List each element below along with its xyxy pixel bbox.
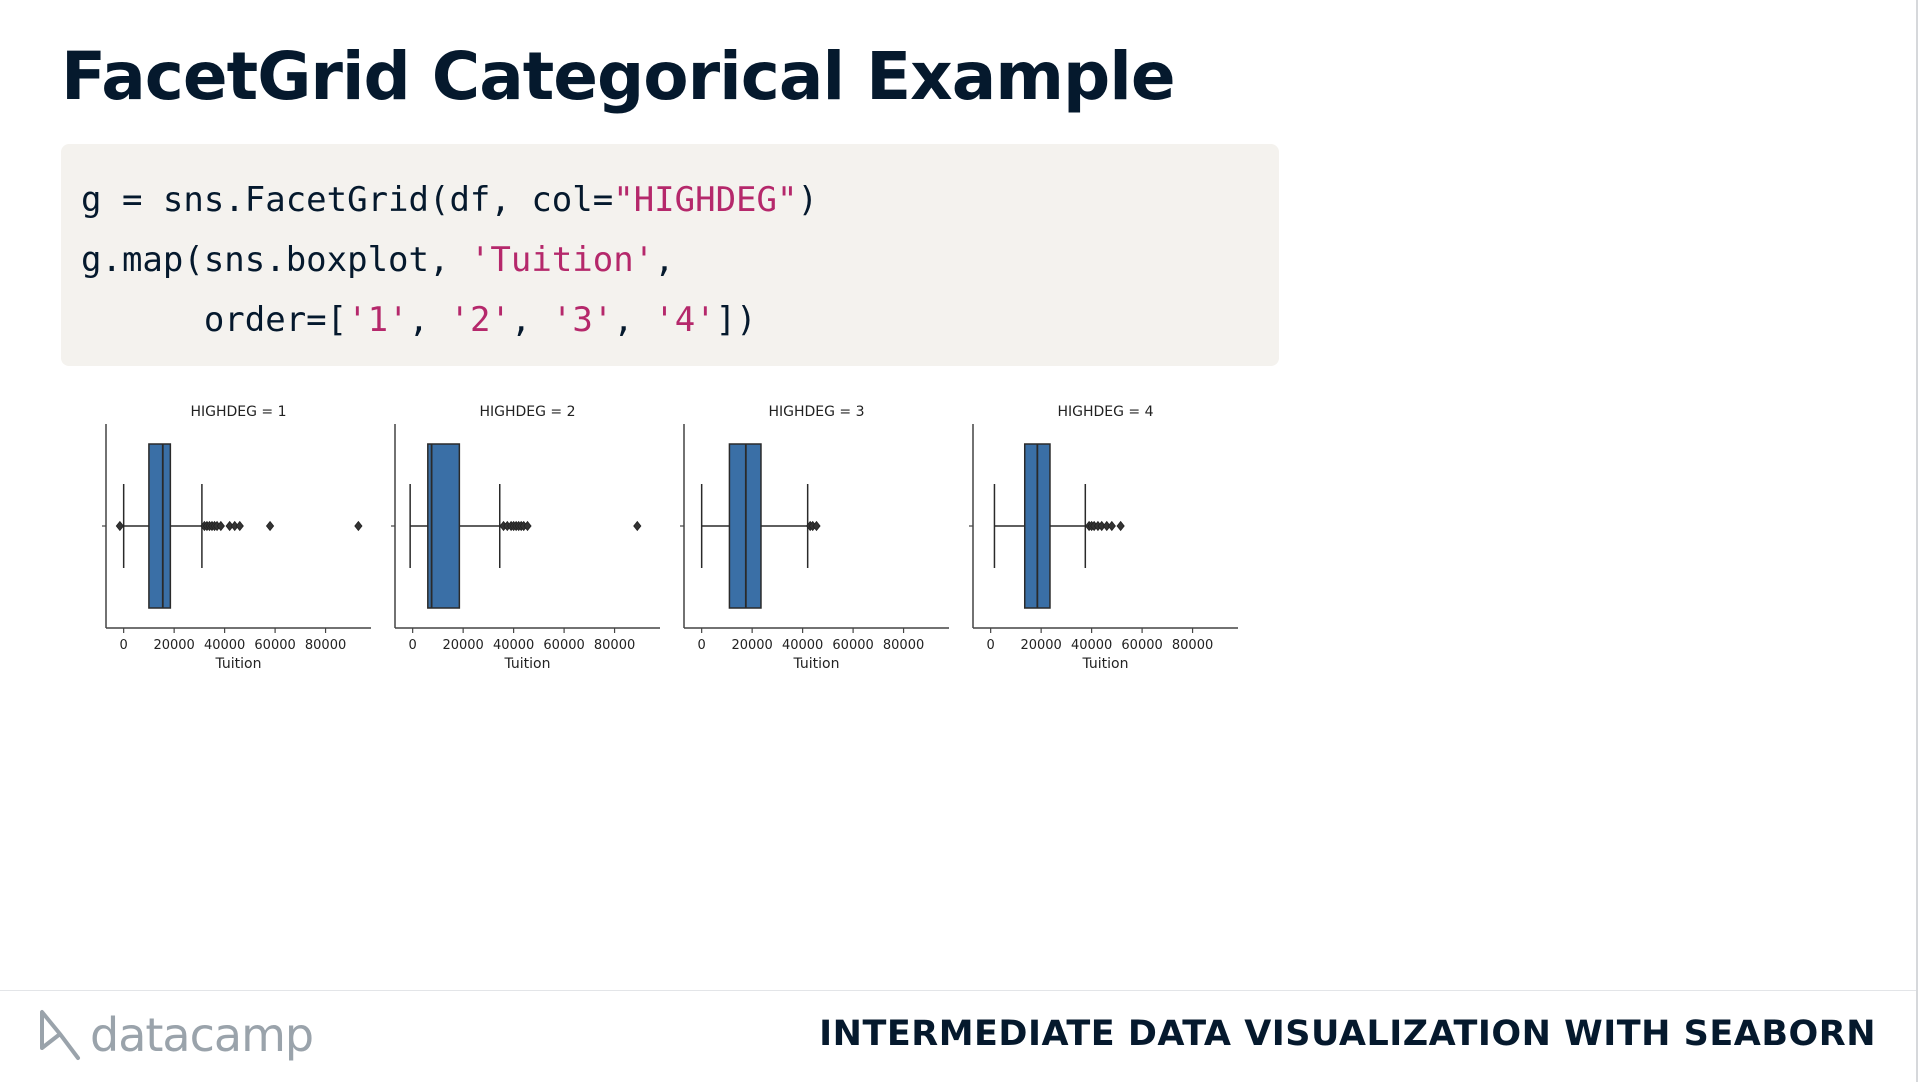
facet-title: HIGHDEG = 3 — [768, 404, 864, 420]
code-string: '1' — [347, 300, 409, 340]
code-token: ]) — [715, 300, 757, 340]
code-line-3: order=['1', '2', '3', '4']) — [81, 290, 1279, 350]
code-token: , — [613, 300, 655, 340]
code-token: ) — [797, 180, 818, 220]
logo-text: datacamp — [90, 1008, 314, 1062]
x-axis-label: Tuition — [214, 656, 261, 672]
datacamp-logo-icon — [40, 1010, 80, 1060]
x-tick-label: 60000 — [543, 638, 584, 653]
x-tick-label: 0 — [987, 638, 995, 653]
box — [427, 443, 461, 609]
code-line-1: g = sns.FacetGrid(df, col="HIGHDEG") — [81, 170, 1279, 230]
slide-frame-edge — [1916, 0, 1918, 1082]
x-tick-label: 20000 — [1020, 638, 1061, 653]
x-tick-label: 80000 — [305, 638, 346, 653]
outlier-point — [1107, 520, 1116, 532]
x-tick-label: 60000 — [254, 638, 295, 653]
x-tick-label: 80000 — [883, 638, 924, 653]
outlier-point — [235, 520, 244, 532]
x-tick-label: 40000 — [493, 638, 534, 653]
outlier-point — [354, 520, 363, 532]
x-tick-label: 40000 — [204, 638, 245, 653]
course-title: INTERMEDIATE DATA VISUALIZATION WITH SEA… — [819, 1014, 1876, 1054]
code-string: 'Tuition' — [469, 240, 655, 280]
facet-title: HIGHDEG = 4 — [1057, 404, 1153, 420]
code-token: , — [510, 300, 552, 340]
x-tick-label: 20000 — [153, 638, 194, 653]
code-string: '4' — [654, 300, 716, 340]
x-tick-label: 40000 — [782, 638, 823, 653]
x-tick-label: 0 — [120, 638, 128, 653]
x-axis-label: Tuition — [503, 656, 550, 672]
outlier-point — [633, 520, 642, 532]
code-token: order=[ — [81, 300, 348, 340]
code-token: g.map(sns.boxplot, — [81, 240, 470, 280]
box — [148, 443, 172, 609]
x-tick-label: 80000 — [594, 638, 635, 653]
slide-title: FacetGrid Categorical Example — [61, 38, 1176, 115]
code-token: , — [654, 240, 675, 280]
outlier-point — [1116, 520, 1125, 532]
x-tick-label: 20000 — [442, 638, 483, 653]
datacamp-logo: datacamp — [38, 1006, 314, 1064]
outlier-point — [115, 520, 124, 532]
x-axis-label: Tuition — [792, 656, 839, 672]
facet-title: HIGHDEG = 1 — [190, 404, 286, 420]
outlier-point — [265, 520, 275, 532]
code-line-2: g.map(sns.boxplot, 'Tuition', — [81, 230, 1279, 290]
code-token: , — [408, 300, 450, 340]
facet-boxplot-chart: HIGHDEG = 1 0 20000 40000 60000 80000 Tuition H… — [102, 404, 1238, 672]
code-block: g = sns.FacetGrid(df, col="HIGHDEG") g.m… — [61, 144, 1279, 366]
code-token: g = sns.FacetGrid(df, col= — [81, 180, 614, 220]
x-tick-label: 40000 — [1071, 638, 1112, 653]
x-axis-label: Tuition — [1081, 656, 1128, 672]
code-string: '2' — [449, 300, 511, 340]
footer-divider — [0, 990, 1918, 991]
code-string: '3' — [551, 300, 614, 340]
x-tick-label: 60000 — [1121, 638, 1162, 653]
x-tick-label: 0 — [409, 638, 417, 653]
x-tick-label: 60000 — [832, 638, 873, 653]
x-tick-label: 20000 — [731, 638, 772, 653]
code-string: "HIGHDEG" — [613, 180, 798, 220]
outlier-point — [216, 520, 225, 532]
x-tick-label: 80000 — [1172, 638, 1213, 653]
x-tick-label: 0 — [698, 638, 706, 653]
outlier-point — [523, 520, 532, 532]
outlier-point — [812, 520, 821, 532]
facet-title: HIGHDEG = 2 — [479, 404, 575, 420]
